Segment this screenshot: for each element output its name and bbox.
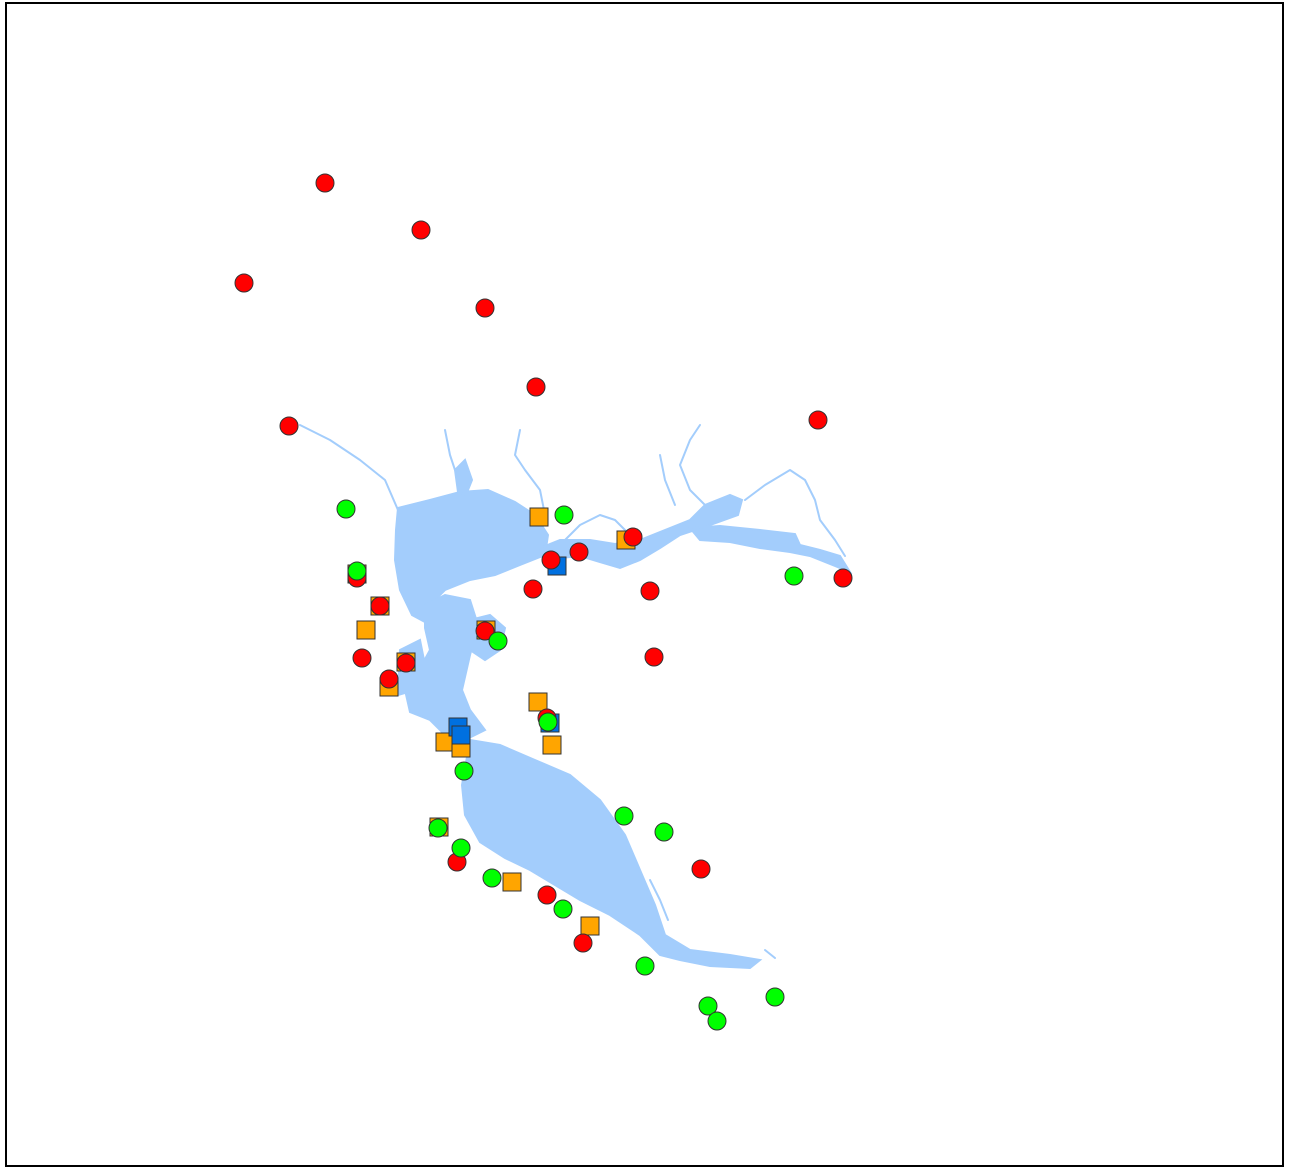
site-markers — [234, 173, 853, 1031]
red-circle-marker[interactable] — [379, 669, 399, 689]
river-8 — [764, 949, 776, 959]
red-circle-marker[interactable] — [411, 220, 431, 240]
river-1 — [514, 429, 546, 516]
orange-square-marker[interactable] — [529, 507, 549, 527]
red-circle-marker[interactable] — [475, 298, 495, 318]
green-circle-marker[interactable] — [553, 899, 573, 919]
green-circle-marker[interactable] — [347, 561, 367, 581]
red-circle-marker[interactable] — [370, 596, 390, 616]
red-circle-marker[interactable] — [541, 550, 561, 570]
green-circle-marker[interactable] — [707, 1011, 727, 1031]
orange-square-marker[interactable] — [542, 735, 562, 755]
water-body-7 — [453, 458, 474, 497]
green-circle-marker[interactable] — [554, 505, 574, 525]
green-circle-marker[interactable] — [765, 987, 785, 1007]
red-circle-marker[interactable] — [691, 859, 711, 879]
orange-square-marker[interactable] — [580, 916, 600, 936]
red-circle-marker[interactable] — [279, 416, 299, 436]
green-circle-marker[interactable] — [336, 499, 356, 519]
red-circle-marker[interactable] — [808, 410, 828, 430]
water-body-0 — [393, 488, 550, 624]
red-circle-marker[interactable] — [569, 542, 589, 562]
river-0 — [299, 424, 399, 511]
green-circle-marker[interactable] — [654, 822, 674, 842]
river-4 — [659, 454, 676, 506]
red-circle-marker[interactable] — [352, 648, 372, 668]
red-circle-marker[interactable] — [396, 653, 416, 673]
green-circle-marker[interactable] — [698, 996, 718, 1016]
green-circle-marker[interactable] — [454, 761, 474, 781]
river-6 — [564, 514, 631, 541]
red-circle-marker[interactable] — [833, 568, 853, 588]
water-body-2 — [687, 524, 853, 575]
red-circle-marker[interactable] — [315, 173, 335, 193]
blue-square-marker[interactable] — [451, 725, 471, 745]
red-circle-marker[interactable] — [537, 885, 557, 905]
orange-square-marker[interactable] — [502, 872, 522, 892]
green-circle-marker[interactable] — [451, 838, 471, 858]
river-7 — [649, 879, 669, 921]
green-circle-marker[interactable] — [614, 806, 634, 826]
green-circle-marker[interactable] — [488, 631, 508, 651]
green-circle-marker[interactable] — [482, 868, 502, 888]
red-circle-marker[interactable] — [475, 621, 495, 641]
green-circle-marker[interactable] — [428, 818, 448, 838]
red-circle-marker[interactable] — [523, 579, 543, 599]
green-circle-marker[interactable] — [635, 956, 655, 976]
red-circle-marker[interactable] — [573, 933, 593, 953]
red-circle-marker[interactable] — [526, 377, 546, 397]
orange-square-marker[interactable] — [356, 620, 376, 640]
river-3 — [679, 424, 706, 506]
river-5 — [444, 429, 456, 471]
green-circle-marker[interactable] — [538, 712, 558, 732]
green-circle-marker[interactable] — [784, 566, 804, 586]
orange-square-marker[interactable] — [528, 692, 548, 712]
red-circle-marker[interactable] — [623, 527, 643, 547]
water-body-5 — [460, 738, 763, 970]
red-circle-marker[interactable] — [640, 581, 660, 601]
river-2 — [744, 469, 846, 557]
red-circle-marker[interactable] — [644, 647, 664, 667]
red-circle-marker[interactable] — [234, 273, 254, 293]
